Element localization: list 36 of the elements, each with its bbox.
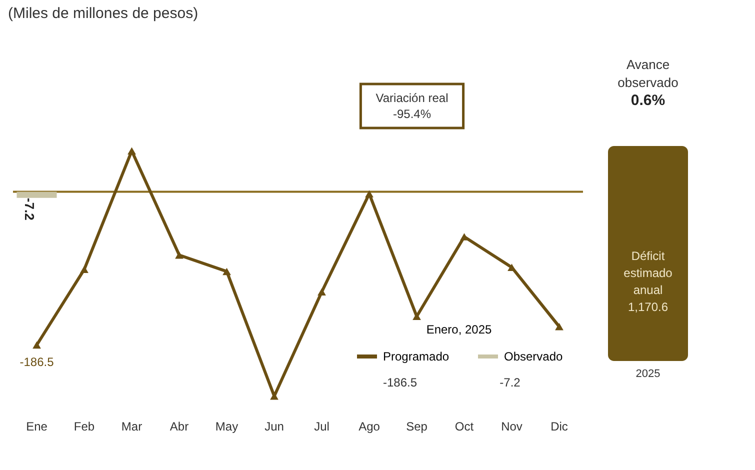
x-tick-label: Ene [26, 420, 48, 434]
point [508, 264, 516, 271]
annotation: -186.5 [20, 355, 54, 370]
x-tick-label: Sep [406, 420, 428, 434]
x-tick-label: Oct [454, 420, 474, 434]
point [80, 266, 88, 274]
text: 2025 [636, 368, 660, 380]
point [175, 251, 184, 259]
annotation: -7.2 [500, 376, 521, 390]
point [555, 323, 564, 330]
annotation: -186.5 [382, 376, 418, 390]
legend-title: Enero, 2025 [426, 322, 492, 336]
x-tick-label: May [215, 420, 238, 434]
text: Avance observado [618, 57, 678, 90]
chart-title: (Miles de millones de pesos) [8, 4, 198, 22]
x-tick-label: Jul [314, 420, 330, 434]
x-tick-label: Nov [501, 420, 522, 434]
point [365, 190, 374, 198]
x-tick-label: Dic [550, 420, 568, 434]
point [460, 233, 468, 240]
text: Déficit estimado anual 1,170.6 [624, 249, 673, 314]
annotation: -7.2 [22, 198, 37, 220]
x-tick-label: Jun [264, 420, 284, 434]
point [222, 268, 231, 276]
point [318, 288, 326, 296]
point [412, 312, 421, 320]
point [128, 147, 136, 155]
text: Variación real -95.4% [376, 91, 448, 121]
x-tick-label: Mar [121, 420, 142, 434]
x-tick-label: Abr [170, 420, 189, 434]
x-tick-label: Ago [358, 420, 380, 434]
legend-label: Programado [383, 350, 450, 364]
x-tick-label: Feb [74, 420, 95, 434]
text: 0.6% [630, 92, 666, 109]
point [32, 341, 41, 349]
legend-label: Observado [504, 350, 564, 364]
